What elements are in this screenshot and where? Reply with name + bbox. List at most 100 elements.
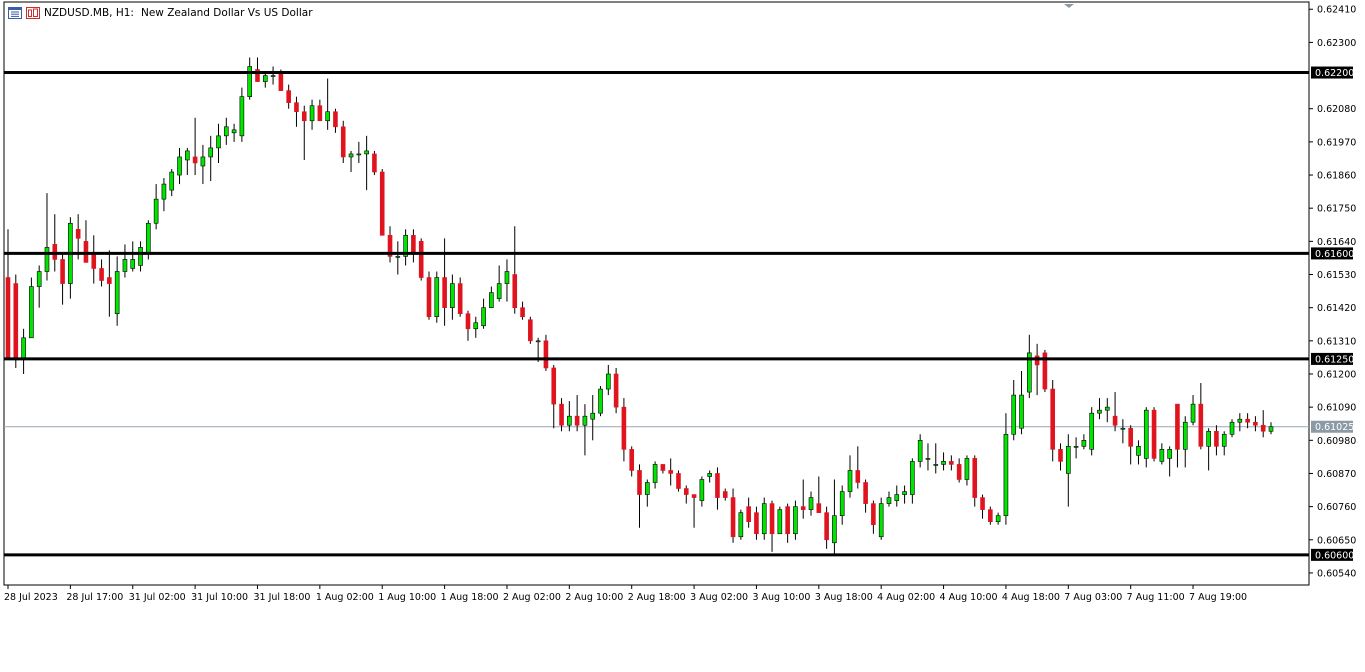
bull-candle[interactable] bbox=[1019, 394, 1024, 429]
bull-candle[interactable] bbox=[886, 497, 892, 504]
bear-candle[interactable] bbox=[255, 69, 260, 82]
bull-candle[interactable] bbox=[894, 494, 900, 501]
bull-candle[interactable] bbox=[738, 512, 744, 538]
bull-candle[interactable] bbox=[200, 156, 206, 167]
bear-candle[interactable] bbox=[1042, 352, 1048, 390]
bull-candle[interactable] bbox=[878, 503, 884, 538]
bull-candle[interactable] bbox=[995, 515, 1001, 522]
bull-candle[interactable] bbox=[185, 150, 190, 161]
bull-candle[interactable] bbox=[450, 283, 455, 308]
bear-candle[interactable] bbox=[286, 90, 291, 103]
bear-candle[interactable] bbox=[333, 111, 338, 128]
bear-candle[interactable] bbox=[543, 340, 549, 369]
bear-candle[interactable] bbox=[855, 470, 861, 483]
bull-candle[interactable] bbox=[496, 283, 502, 299]
bear-candle[interactable] bbox=[800, 506, 806, 510]
bull-candle[interactable] bbox=[216, 135, 221, 149]
bear-candle[interactable] bbox=[621, 406, 627, 450]
bear-candle[interactable] bbox=[1245, 418, 1250, 423]
bear-candle[interactable] bbox=[426, 277, 432, 318]
bear-candle[interactable] bbox=[278, 72, 284, 91]
bear-candle[interactable] bbox=[1034, 355, 1040, 366]
bull-candle[interactable] bbox=[489, 292, 494, 308]
bear-candle[interactable] bbox=[1128, 427, 1133, 447]
bull-candle[interactable] bbox=[239, 96, 245, 137]
bull-candle[interactable] bbox=[1097, 409, 1102, 414]
bear-candle[interactable] bbox=[1151, 409, 1157, 459]
bull-candle[interactable] bbox=[1221, 433, 1227, 447]
bear-candle[interactable] bbox=[988, 509, 993, 522]
bull-candle[interactable] bbox=[247, 66, 252, 97]
bear-candle[interactable] bbox=[13, 283, 19, 360]
bull-candle[interactable] bbox=[1159, 449, 1165, 462]
bull-candle[interactable] bbox=[582, 415, 588, 426]
bear-candle[interactable] bbox=[465, 313, 471, 330]
bear-candle[interactable] bbox=[730, 497, 736, 538]
bear-candle[interactable] bbox=[1050, 388, 1056, 450]
bear-candle[interactable] bbox=[60, 259, 65, 284]
bull-candle[interactable] bbox=[1003, 433, 1009, 516]
bull-candle[interactable] bbox=[707, 473, 712, 477]
bull-candle[interactable] bbox=[208, 147, 214, 158]
bull-candle[interactable] bbox=[910, 461, 915, 495]
bear-candle[interactable] bbox=[816, 503, 822, 513]
bear-candle[interactable] bbox=[972, 458, 978, 498]
bull-candle[interactable] bbox=[169, 171, 175, 191]
bear-candle[interactable] bbox=[613, 373, 619, 408]
bear-candle[interactable] bbox=[528, 319, 533, 342]
bull-candle[interactable] bbox=[1143, 409, 1149, 459]
bear-candle[interactable] bbox=[83, 241, 89, 263]
bear-candle[interactable] bbox=[5, 277, 11, 360]
bear-candle[interactable] bbox=[574, 415, 580, 426]
bull-candle[interactable] bbox=[1027, 352, 1032, 393]
bear-candle[interactable] bbox=[676, 473, 681, 489]
bull-candle[interactable] bbox=[1190, 403, 1196, 423]
bull-candle[interactable] bbox=[364, 150, 369, 155]
bull-candle[interactable] bbox=[231, 129, 237, 134]
bear-candle[interactable] bbox=[294, 102, 299, 113]
bull-candle[interactable] bbox=[325, 111, 330, 122]
bear-candle[interactable] bbox=[746, 506, 751, 522]
bull-candle[interactable] bbox=[146, 222, 151, 254]
bull-candle[interactable] bbox=[917, 440, 923, 462]
bull-candle[interactable] bbox=[395, 256, 401, 258]
bull-candle[interactable] bbox=[699, 479, 705, 501]
bull-candle[interactable] bbox=[1206, 430, 1211, 447]
bull-candle[interactable] bbox=[777, 509, 783, 535]
bear-candle[interactable] bbox=[551, 367, 557, 405]
bull-candle[interactable] bbox=[1182, 421, 1188, 450]
bull-candle[interactable] bbox=[434, 277, 440, 318]
bear-candle[interactable] bbox=[520, 307, 525, 318]
bull-candle[interactable] bbox=[567, 415, 572, 426]
bull-candle[interactable] bbox=[644, 482, 650, 495]
bull-candle[interactable] bbox=[652, 464, 658, 483]
chart-window-icon[interactable] bbox=[8, 7, 22, 19]
bull-candle[interactable] bbox=[138, 247, 143, 266]
bear-candle[interactable] bbox=[956, 464, 962, 480]
bear-candle[interactable] bbox=[301, 111, 307, 122]
bull-candle[interactable] bbox=[403, 235, 408, 257]
bear-candle[interactable] bbox=[1175, 403, 1180, 450]
bear-candle[interactable] bbox=[559, 403, 564, 426]
bull-candle[interactable] bbox=[925, 458, 931, 460]
bear-candle[interactable] bbox=[871, 503, 876, 526]
bear-candle[interactable] bbox=[512, 274, 518, 308]
bull-candle[interactable] bbox=[481, 307, 486, 327]
bear-candle[interactable] bbox=[754, 512, 759, 535]
bear-candle[interactable] bbox=[722, 491, 728, 498]
bear-candle[interactable] bbox=[769, 503, 775, 535]
bull-candle[interactable] bbox=[1089, 412, 1094, 450]
bull-candle[interactable] bbox=[964, 458, 970, 480]
bear-candle[interactable] bbox=[629, 449, 635, 471]
bull-candle[interactable] bbox=[309, 105, 315, 122]
bull-candle[interactable] bbox=[29, 286, 34, 339]
bull-candle[interactable] bbox=[161, 183, 167, 200]
bear-candle[interactable] bbox=[340, 126, 346, 158]
bear-candle[interactable] bbox=[411, 235, 416, 254]
bear-candle[interactable] bbox=[668, 470, 673, 474]
bear-candle[interactable] bbox=[379, 171, 385, 236]
bull-candle[interactable] bbox=[356, 153, 362, 156]
bull-candle[interactable] bbox=[44, 247, 50, 272]
bull-candle[interactable] bbox=[808, 497, 814, 510]
